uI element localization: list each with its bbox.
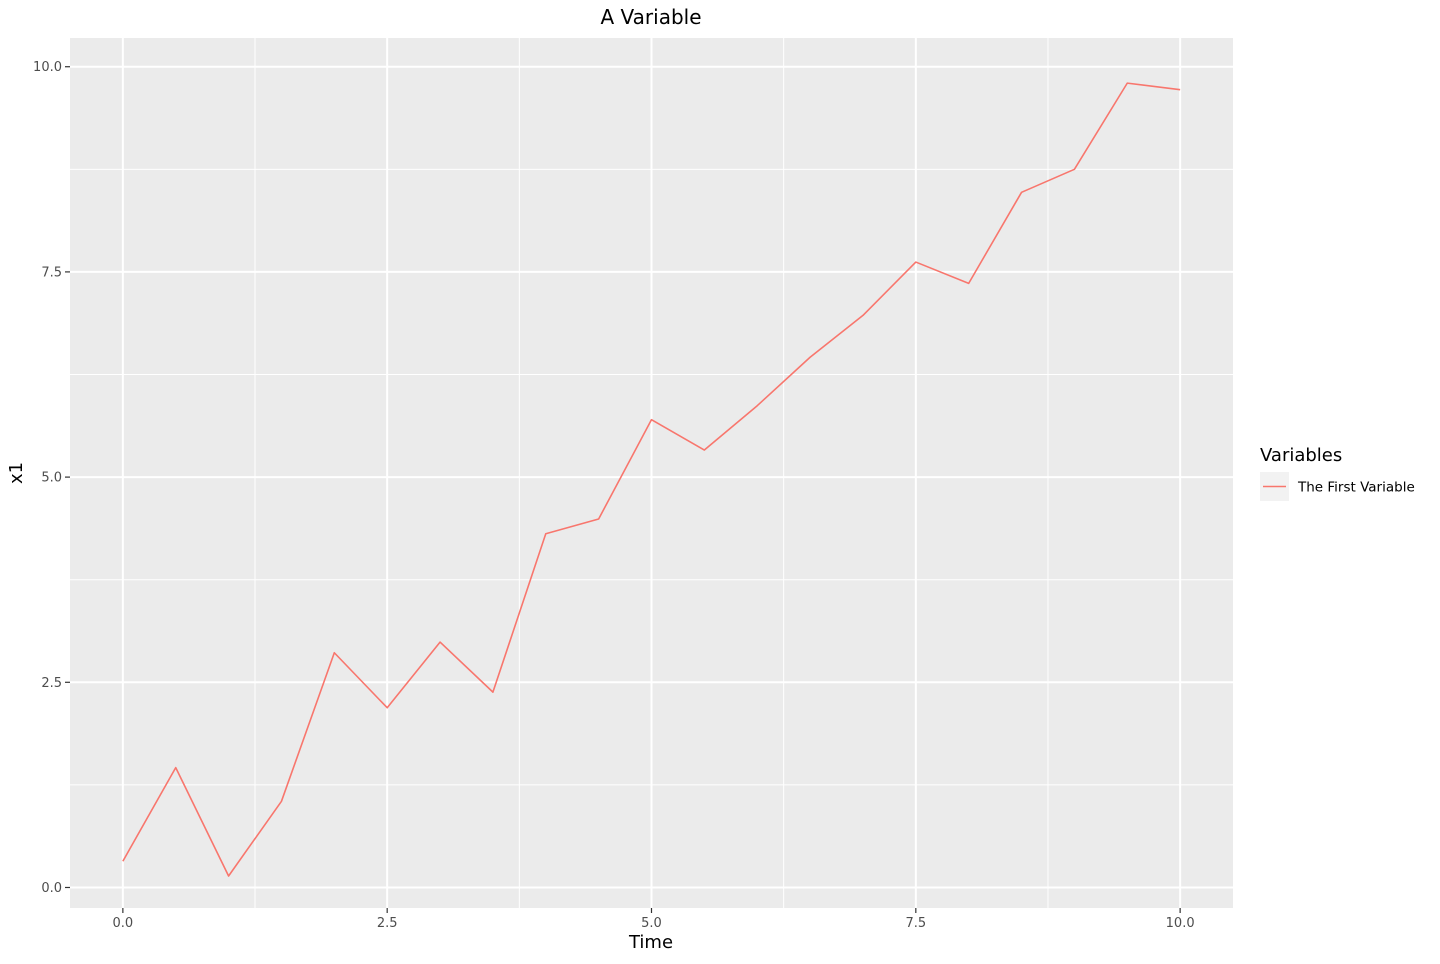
x-axis-title: Time bbox=[628, 932, 673, 953]
y-axis: 0.0 2.5 5.0 7.5 10.0 bbox=[33, 60, 70, 896]
series-layer bbox=[122, 82, 1181, 877]
legend-entries: The First Variable bbox=[1260, 472, 1415, 501]
x-tick-label: 5.0 bbox=[641, 916, 662, 931]
y-tick-label: 0.0 bbox=[41, 881, 62, 896]
legend: Variables The First Variable bbox=[1260, 445, 1415, 501]
y-axis-title: x1 bbox=[6, 462, 27, 484]
x-tick-label: 2.5 bbox=[377, 916, 398, 931]
series-line bbox=[122, 82, 1181, 877]
x-axis: 0.0 2.5 5.0 7.5 10.0 bbox=[113, 908, 1195, 931]
y-tick-label: 7.5 bbox=[41, 265, 62, 280]
y-tick-label: 5.0 bbox=[41, 471, 62, 486]
legend-entry-label: The First Variable bbox=[1297, 480, 1415, 496]
legend-title: Variables bbox=[1260, 445, 1342, 466]
y-tick-label: 10.0 bbox=[33, 60, 62, 75]
x-tick-label: 0.0 bbox=[113, 916, 134, 931]
x-tick-label: 7.5 bbox=[905, 916, 926, 931]
y-tick-label: 2.5 bbox=[41, 676, 62, 691]
x-tick-label: 10.0 bbox=[1166, 916, 1195, 931]
chart-title: A Variable bbox=[600, 5, 701, 29]
major-gridlines bbox=[70, 38, 1233, 908]
